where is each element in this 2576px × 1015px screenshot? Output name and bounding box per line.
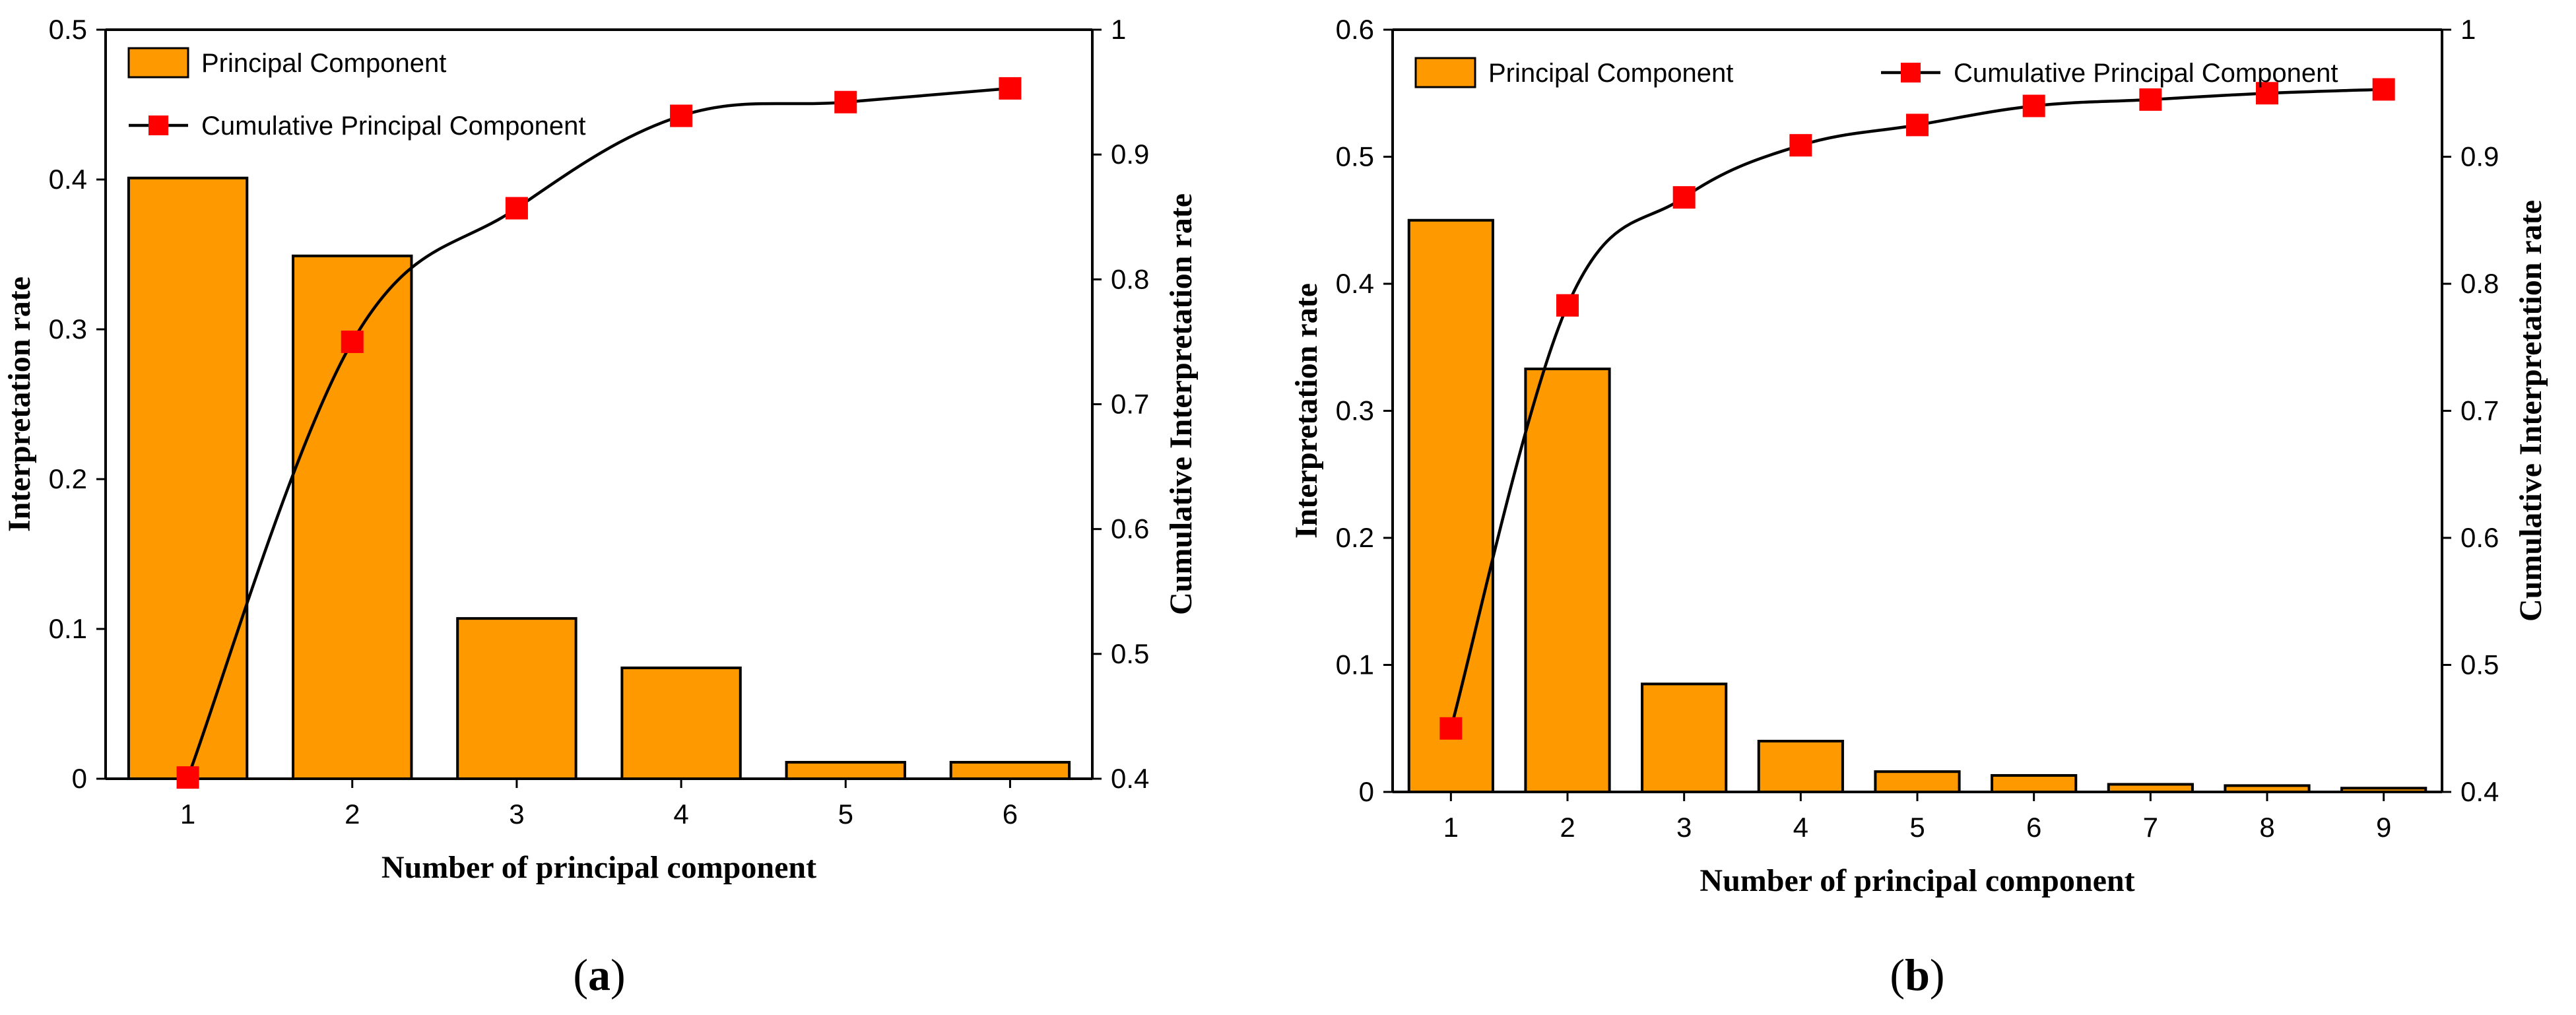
cumulative-marker [1556,294,1579,317]
chart-panel-b: 0 0.1 0.2 0.3 0.4 0.5 0.6 0.4 0.5 0.6 0.7 0.8 0.9 1 1 2… [1289,14,2548,1000]
x-tick-label: 4 [673,799,688,830]
y-tick-label: 0.1 [1336,649,1374,680]
legend-bar-label: Principal Component [201,49,446,78]
y-tick-label: 0.6 [1336,14,1374,45]
bar [1874,770,1961,793]
y-right-tick-label: 0.9 [2460,141,2499,172]
x-tick-label: 6 [2026,812,2041,843]
cumulative-marker [1672,186,1696,209]
y-tick-label: 0.5 [49,14,87,45]
cumulative-marker [2139,88,2162,111]
y-right-tick-label: 0.5 [2460,649,2499,680]
y-tick-label: 0.3 [1336,395,1374,426]
legend: Principal Component Cumulative Principal … [1414,57,2338,88]
bar [1407,218,1494,793]
cumulative-marker [670,104,693,127]
legend-marker-swatch [1901,63,1921,82]
y-tick-label: 0 [1359,776,1374,807]
x-tick-label: 2 [345,799,360,830]
bar [1641,682,1728,793]
y-right-tick-label: 1 [2460,14,2476,45]
cumulative-marker [341,330,364,353]
y-right-tick-label: 0.9 [1111,139,1149,170]
cumulative-marker [834,90,857,114]
bar [456,617,578,780]
x-tick-label: 4 [1793,812,1808,843]
y-right-tick-label: 0.6 [1111,513,1149,544]
y-right-axis-title: Cumulative Interpretation rate [1164,193,1199,615]
y-tick-label: 0.4 [1336,268,1374,299]
legend-marker-swatch [149,115,168,135]
legend-line-label: Cumulative Principal Component [1954,59,2338,88]
cumulative-marker [2022,94,2045,117]
y-tick-label: 0.4 [49,164,87,195]
x-tick-label: 1 [180,799,195,830]
x-tick-label: 6 [1003,799,1018,830]
panel-letter: a [588,950,611,1000]
chart-panel-a: 0 0.1 0.2 0.3 0.4 0.5 0.4 0.5 0.6 0.7 0.8 0.9 1 1 2 3 4 5… [2,14,1199,1000]
y-tick-label: 0.2 [1336,522,1374,553]
panel-label: (b) [1890,950,1944,1000]
y-right-tick-label: 0.4 [1111,763,1149,794]
x-axis-title: Number of principal component [381,850,816,885]
y-right-tick-label: 0.8 [2460,268,2499,299]
y-right-tick-label: 1 [1111,14,1126,45]
x-tick-label: 3 [1676,812,1692,843]
bar [949,761,1071,781]
x-tick-label: 8 [2259,812,2274,843]
y-right-tick-label: 0.7 [2460,395,2499,426]
x-tick-label: 3 [509,799,524,830]
y-right-tick-label: 0.5 [1111,638,1149,669]
y-tick-label: 0.1 [49,613,87,644]
cumulative-marker [1789,134,1812,157]
panel-letter: b [1905,950,1930,1000]
y-right-tick-label: 0.6 [2460,522,2499,553]
cumulative-marker [1906,114,1929,137]
cumulative-marker [2372,78,2395,101]
y-right-tick-label: 0.8 [1111,263,1149,294]
y-right-axis-title: Cumulative Interpretation rate [2513,200,2548,622]
x-tick-label: 2 [1560,812,1575,843]
y-tick-label: 0.2 [49,463,87,494]
y-tick-label: 0.3 [49,313,87,344]
y-tick-label: 0 [72,763,87,794]
bar [620,667,742,781]
x-tick-label: 7 [2143,812,2158,843]
cumulative-marker [999,77,1022,100]
y-axis-title: Interpretation rate [2,277,37,532]
legend-line-label: Cumulative Principal Component [201,112,586,141]
x-tick-label: 5 [1909,812,1925,843]
legend: Principal Component Cumulative Principal … [127,47,586,141]
panel-label: (a) [573,950,625,1000]
cumulative-line [1449,88,2384,729]
x-tick-label: 5 [838,799,853,830]
legend-bar-swatch [127,47,189,79]
cumulative-marker [2256,82,2278,105]
y-axis-title: Interpretation rate [1289,283,1324,539]
y-right-tick-label: 0.7 [1111,389,1149,420]
bar [127,176,249,781]
x-axis-title: Number of principal component [1700,863,2134,898]
bar [785,761,906,781]
bar [1757,740,1844,793]
cumulative-marker [1439,717,1463,740]
cumulative-marker [176,766,199,789]
cumulative-marker [505,197,528,220]
x-tick-label: 1 [1443,812,1459,843]
y-tick-label: 0.5 [1336,141,1374,172]
legend-bar-swatch [1414,57,1476,88]
x-tick-label: 9 [2376,812,2391,843]
legend-bar-label: Principal Component [1488,59,1733,88]
bar [1991,773,2078,793]
bar [1524,367,1611,793]
y-right-tick-label: 0.4 [2460,776,2499,807]
